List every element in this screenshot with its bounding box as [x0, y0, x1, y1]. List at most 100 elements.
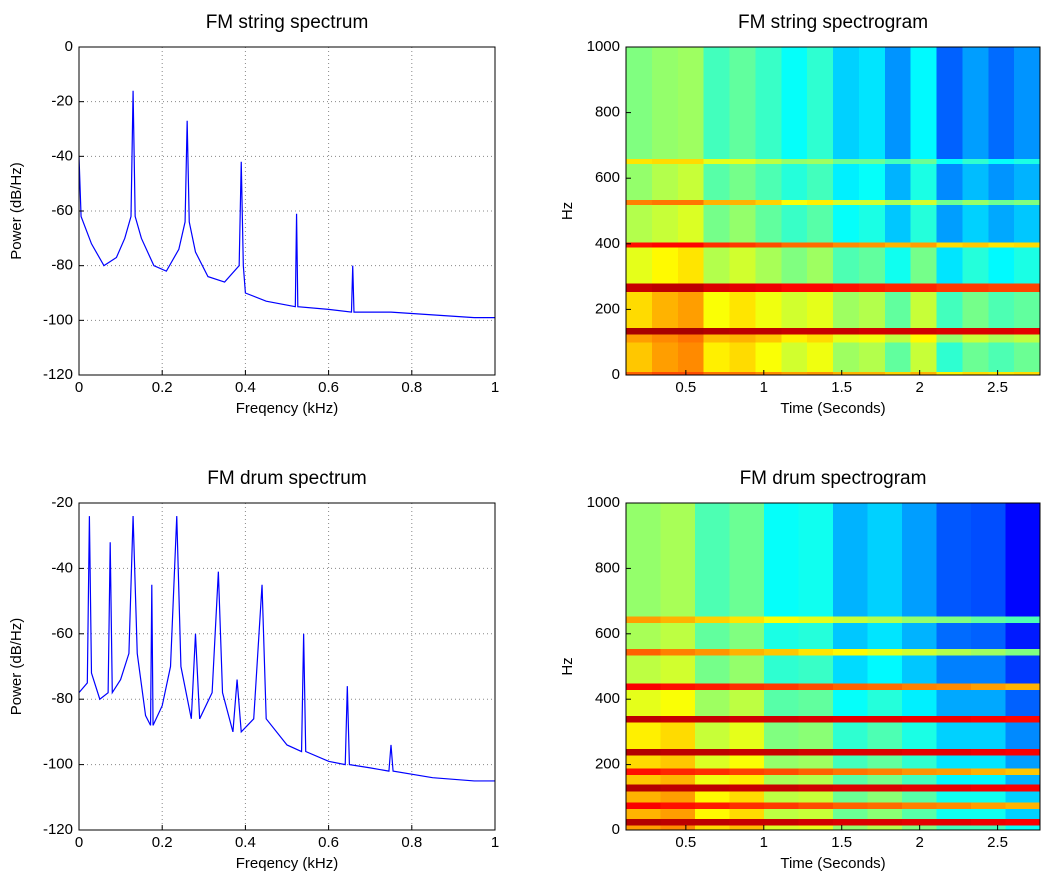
- heatmap-cell: [798, 754, 834, 769]
- heatmap-cell: [781, 247, 808, 284]
- heatmap-cell: [936, 342, 963, 373]
- heatmap-cell: [660, 754, 696, 769]
- heatmap-cell: [1005, 648, 1040, 656]
- heatmap-cell: [626, 334, 653, 343]
- heatmap-cell: [833, 784, 868, 792]
- heatmap-cell: [626, 689, 661, 717]
- heatmap-cell: [729, 754, 765, 769]
- heatmap-cell: [970, 722, 1006, 749]
- heatmap-cell: [763, 655, 800, 684]
- heatmap-cell: [1005, 655, 1040, 684]
- heatmap-cell: [660, 774, 696, 785]
- heatmap-cell: [729, 371, 756, 375]
- heatmap-cell: [729, 767, 765, 775]
- heatmap-cell: [867, 808, 903, 820]
- heatmap-cell: [703, 283, 730, 292]
- heatmap-cell: [936, 808, 972, 820]
- heatmap-cell: [988, 47, 1015, 160]
- heatmap-cell: [858, 242, 886, 248]
- heatmap-cell: [833, 802, 868, 810]
- heatmap-cell: [970, 790, 1006, 803]
- heatmap-cell: [962, 163, 989, 201]
- heatmap-cell: [798, 622, 834, 650]
- heatmap-cell: [729, 334, 756, 343]
- heatmap-cell: [703, 242, 730, 248]
- heatmap-cell: [867, 754, 903, 769]
- heatmap-cell: [936, 802, 972, 810]
- x-tick-label: 0.5: [675, 834, 696, 851]
- heatmap-cell: [936, 204, 963, 243]
- heatmap-cell: [798, 790, 834, 803]
- heatmap-cell: [970, 715, 1006, 723]
- heatmap-cell: [651, 291, 679, 328]
- heatmap-cell: [626, 242, 653, 248]
- heatmap-cell: [833, 334, 860, 343]
- heatmap-cell: [677, 334, 705, 343]
- heatmap-cell: [798, 615, 834, 623]
- heatmap-cell: [858, 334, 886, 343]
- heatmap-cell: [970, 622, 1006, 650]
- heatmap-cell: [858, 291, 886, 328]
- heatmap-cell: [798, 808, 834, 820]
- heatmap-cell: [729, 802, 765, 810]
- heatmap-cell: [970, 615, 1006, 623]
- y-axis-label: Hz: [559, 657, 576, 675]
- heatmap-cell: [626, 204, 653, 243]
- heatmap-cell: [729, 622, 765, 650]
- heatmap-cell: [970, 648, 1006, 656]
- heatmap-cell: [936, 715, 972, 723]
- heatmap-cell: [755, 247, 782, 284]
- y-tick-label: 1000: [587, 494, 620, 511]
- heatmap-cell: [858, 342, 886, 373]
- heatmap-cell: [729, 247, 756, 284]
- heatmap-cell: [651, 242, 679, 248]
- heatmap-cell: [763, 748, 800, 756]
- heatmap-cell: [1005, 748, 1040, 756]
- heatmap-cell: [729, 689, 765, 717]
- heatmap-cell: [1005, 825, 1040, 830]
- heatmap-cell: [858, 158, 886, 164]
- heatmap-cell: [763, 825, 800, 830]
- heatmap-cell: [677, 371, 705, 375]
- heatmap-cell: [910, 163, 937, 201]
- heatmap-cell: [651, 163, 679, 201]
- heatmap-cell: [867, 648, 903, 656]
- y-tick-label: 0: [612, 821, 620, 838]
- heatmap-cell: [807, 342, 834, 373]
- x-tick-label: 0: [75, 834, 83, 851]
- heatmap-cell: [1014, 204, 1040, 243]
- heatmap-cell: [901, 767, 937, 775]
- y-tick-label: 600: [595, 169, 620, 186]
- axes-frame: [625, 46, 1041, 376]
- heatmap-cell: [763, 818, 800, 826]
- heatmap-cell: [867, 682, 903, 690]
- heatmap-cell: [729, 715, 765, 723]
- y-tick-label: 200: [595, 300, 620, 317]
- heatmap-cell: [651, 47, 679, 160]
- heatmap-cell: [626, 825, 661, 830]
- heatmap-cell: [660, 784, 696, 792]
- heatmap-cell: [626, 342, 653, 373]
- heatmap-cell: [901, 655, 937, 684]
- heatmap-cell: [910, 283, 937, 292]
- heatmap-cell: [729, 748, 765, 756]
- heatmap-cell: [781, 158, 808, 164]
- heatmap-cell: [798, 802, 834, 810]
- heatmap-cell: [884, 371, 912, 375]
- heatmap-cell: [763, 648, 800, 656]
- heatmap-cell: [763, 715, 800, 723]
- heatmap-cell: [1005, 754, 1040, 769]
- heatmap-cell: [660, 648, 696, 656]
- heatmap-cell: [729, 199, 756, 205]
- heatmap-cell: [660, 790, 696, 803]
- heatmap-cell: [867, 655, 903, 684]
- heatmap-cell: [695, 715, 730, 723]
- x-tick-label: 0.4: [235, 834, 256, 851]
- heatmap-cell: [884, 163, 912, 201]
- heatmap-cell: [651, 327, 679, 335]
- heatmap-cell: [677, 47, 705, 160]
- heatmap-cell: [970, 748, 1006, 756]
- heatmap-cell: [867, 615, 903, 623]
- heatmap-cell: [867, 802, 903, 810]
- heatmap-cell: [703, 327, 730, 335]
